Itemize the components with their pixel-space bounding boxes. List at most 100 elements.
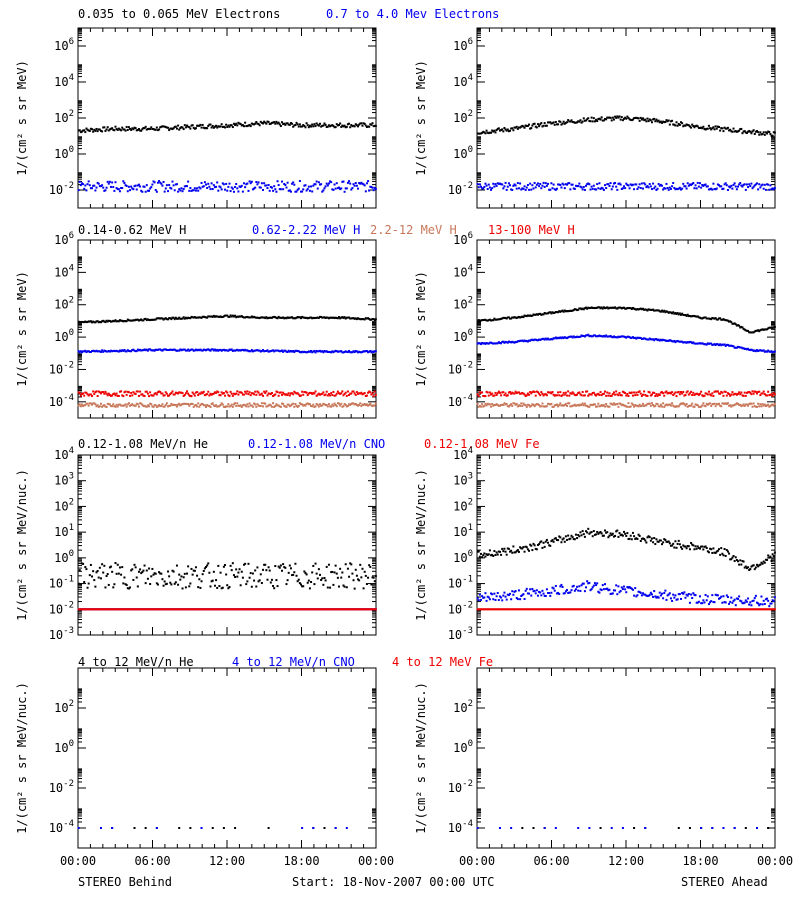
data-point [652, 183, 654, 185]
data-point [516, 403, 518, 405]
y-tick-label: 10-3 [49, 626, 74, 642]
data-point [145, 582, 147, 584]
data-point [282, 188, 284, 190]
data-point [206, 187, 208, 189]
data-point [624, 187, 626, 189]
data-point [236, 576, 238, 578]
data-point [188, 190, 190, 192]
data-point [583, 186, 585, 188]
data-point [130, 392, 132, 394]
data-point [220, 572, 222, 574]
data-point [500, 394, 502, 396]
data-point [292, 181, 294, 183]
data-point [364, 184, 366, 186]
data-point [638, 186, 640, 188]
data-point [351, 573, 353, 575]
data-point [217, 565, 219, 567]
data-point [642, 117, 644, 119]
data-point [206, 564, 208, 566]
data-point [150, 403, 152, 405]
data-point [262, 189, 264, 191]
data-point [621, 394, 623, 396]
data-point [674, 391, 676, 393]
data-point [255, 181, 257, 183]
data-point [274, 565, 276, 567]
data-point [633, 188, 635, 190]
data-point [260, 573, 262, 575]
data-point [137, 403, 139, 405]
data-point [180, 187, 182, 189]
data-point [679, 187, 681, 189]
data-point [296, 191, 298, 193]
data-point [655, 119, 657, 121]
data-point [250, 125, 252, 127]
data-point [118, 573, 120, 575]
data-point [627, 395, 629, 397]
data-point [212, 125, 214, 127]
data-point [655, 393, 657, 395]
data-point [282, 403, 284, 405]
data-point [221, 123, 223, 125]
data-point [121, 566, 123, 568]
data-point [132, 188, 134, 190]
data-point [496, 394, 498, 396]
data-point [654, 186, 656, 188]
data-point [209, 406, 211, 408]
data-point [225, 183, 227, 185]
data-point [87, 587, 89, 589]
data-point [309, 403, 311, 405]
data-point [284, 567, 286, 569]
data-point [372, 392, 374, 394]
data-point [138, 406, 140, 408]
data-point [338, 403, 340, 405]
data-point [322, 391, 324, 393]
data-point [644, 184, 646, 186]
data-point [328, 564, 330, 566]
data-point [596, 120, 598, 122]
data-point [477, 393, 479, 395]
data-point [183, 128, 185, 130]
data-point [489, 403, 491, 405]
data-point [507, 394, 509, 396]
data-point [769, 184, 771, 186]
data-point [290, 567, 292, 569]
data-point [80, 583, 82, 585]
data-point [328, 403, 330, 405]
data-point [502, 187, 504, 189]
data-point [754, 133, 756, 135]
data-point [220, 394, 222, 396]
data-point [101, 184, 103, 186]
data-point [478, 186, 480, 188]
data-point [565, 403, 567, 405]
y-tick-label: 100 [453, 328, 473, 344]
data-point [750, 403, 752, 405]
data-point [139, 568, 141, 570]
data-point [136, 577, 138, 579]
data-point [322, 189, 324, 191]
data-point [375, 125, 377, 127]
data-point [368, 564, 370, 566]
data-point [612, 117, 614, 119]
data-point [774, 393, 776, 395]
data-point [185, 392, 187, 394]
data-point [588, 183, 590, 185]
data-point [758, 183, 760, 185]
y-tick-label: 104 [54, 446, 74, 462]
data-point [147, 393, 149, 395]
data-point [216, 587, 218, 589]
data-point [633, 391, 635, 393]
data-point [332, 405, 334, 407]
data-point [108, 183, 110, 185]
data-point [767, 404, 769, 406]
data-point [144, 565, 146, 567]
y-tick-label: 102 [54, 497, 74, 513]
data-point [715, 125, 717, 127]
data-point [193, 189, 195, 191]
data-point [682, 391, 684, 393]
data-point [605, 118, 607, 120]
data-point [335, 126, 337, 128]
data-point [190, 395, 192, 397]
data-point [173, 184, 175, 186]
data-point [654, 405, 656, 407]
data-point [269, 190, 271, 192]
